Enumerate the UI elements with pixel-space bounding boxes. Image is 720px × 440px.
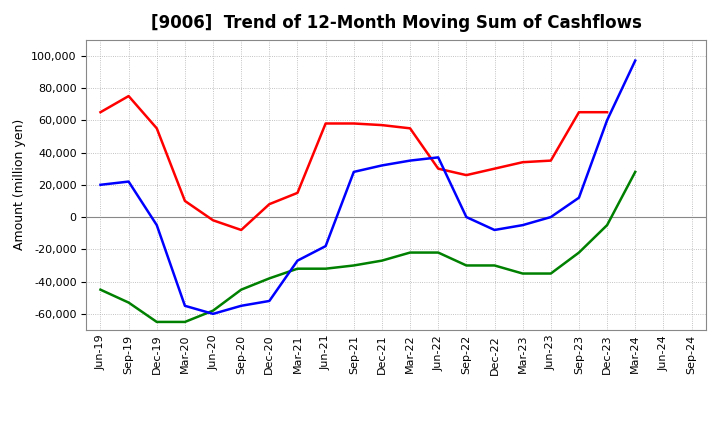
Free Cashflow	[293, 258, 302, 263]
Free Cashflow	[518, 223, 527, 228]
Investing Cashflow	[518, 271, 527, 276]
Operating Cashflow	[96, 110, 105, 115]
Investing Cashflow	[265, 276, 274, 281]
Free Cashflow	[434, 155, 443, 160]
Investing Cashflow	[209, 308, 217, 313]
Free Cashflow	[575, 195, 583, 200]
Operating Cashflow	[490, 166, 499, 171]
Free Cashflow	[603, 117, 611, 123]
Investing Cashflow	[462, 263, 471, 268]
Line: Operating Cashflow: Operating Cashflow	[101, 96, 607, 230]
Investing Cashflow	[181, 319, 189, 325]
Operating Cashflow	[603, 110, 611, 115]
Y-axis label: Amount (million yen): Amount (million yen)	[13, 119, 26, 250]
Investing Cashflow	[603, 223, 611, 228]
Investing Cashflow	[237, 287, 246, 292]
Free Cashflow	[181, 303, 189, 308]
Operating Cashflow	[377, 122, 386, 128]
Investing Cashflow	[349, 263, 358, 268]
Investing Cashflow	[546, 271, 555, 276]
Free Cashflow	[490, 227, 499, 233]
Operating Cashflow	[125, 93, 133, 99]
Investing Cashflow	[377, 258, 386, 263]
Line: Investing Cashflow: Investing Cashflow	[101, 172, 635, 322]
Operating Cashflow	[265, 202, 274, 207]
Operating Cashflow	[293, 190, 302, 195]
Operating Cashflow	[209, 218, 217, 223]
Investing Cashflow	[490, 263, 499, 268]
Investing Cashflow	[575, 250, 583, 255]
Free Cashflow	[125, 179, 133, 184]
Operating Cashflow	[237, 227, 246, 233]
Free Cashflow	[377, 163, 386, 168]
Operating Cashflow	[406, 126, 415, 131]
Investing Cashflow	[321, 266, 330, 271]
Investing Cashflow	[153, 319, 161, 325]
Free Cashflow	[631, 58, 639, 63]
Free Cashflow	[349, 169, 358, 175]
Free Cashflow	[406, 158, 415, 163]
Operating Cashflow	[575, 110, 583, 115]
Investing Cashflow	[631, 169, 639, 175]
Free Cashflow	[462, 214, 471, 220]
Investing Cashflow	[125, 300, 133, 305]
Free Cashflow	[546, 214, 555, 220]
Investing Cashflow	[406, 250, 415, 255]
Operating Cashflow	[434, 166, 443, 171]
Operating Cashflow	[546, 158, 555, 163]
Operating Cashflow	[518, 160, 527, 165]
Operating Cashflow	[181, 198, 189, 204]
Free Cashflow	[96, 182, 105, 187]
Operating Cashflow	[349, 121, 358, 126]
Operating Cashflow	[321, 121, 330, 126]
Free Cashflow	[209, 311, 217, 316]
Line: Free Cashflow: Free Cashflow	[101, 61, 635, 314]
Free Cashflow	[237, 303, 246, 308]
Operating Cashflow	[462, 172, 471, 178]
Investing Cashflow	[293, 266, 302, 271]
Investing Cashflow	[434, 250, 443, 255]
Operating Cashflow	[153, 126, 161, 131]
Investing Cashflow	[96, 287, 105, 292]
Free Cashflow	[265, 298, 274, 304]
Title: [9006]  Trend of 12-Month Moving Sum of Cashflows: [9006] Trend of 12-Month Moving Sum of C…	[150, 15, 642, 33]
Free Cashflow	[321, 243, 330, 249]
Free Cashflow	[153, 223, 161, 228]
